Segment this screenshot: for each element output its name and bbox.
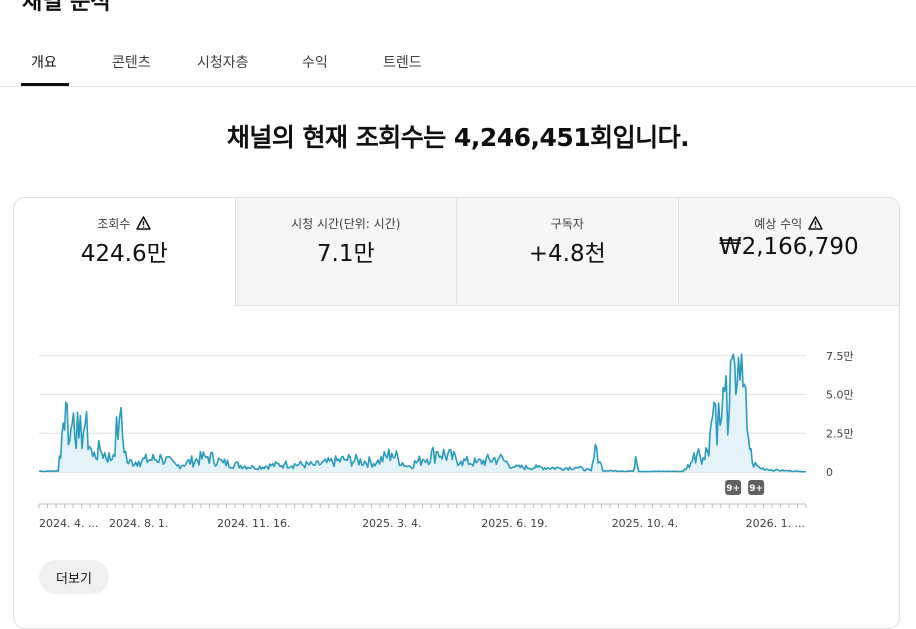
- x-tick-label: 2026. 1. ...: [746, 517, 805, 530]
- headline: 채널의 현재 조회수는 4,246,451회입니다.: [226, 123, 690, 152]
- metric-subscribers-label: 구독자: [550, 217, 584, 231]
- x-tick-label: 2024. 11. 16.: [217, 517, 290, 530]
- overview-card: 조회수 424.6만 시청 시간(단위: 시간) 7.1만 구독자 +4.8천 …: [13, 197, 900, 629]
- annotation-marker-label: 9+: [726, 484, 740, 494]
- views-series-line: [39, 353, 807, 473]
- annotation-marker-label: 9+: [749, 484, 763, 494]
- metric-revenue[interactable]: 예상 수익 ₩2,166,790: [677, 198, 899, 306]
- metric-views-value: 424.6만: [80, 241, 168, 267]
- tab-trends[interactable]: 트렌드: [383, 55, 422, 71]
- tab-overview[interactable]: 개요: [31, 55, 57, 71]
- y-tick-label: 5.0만: [826, 389, 854, 402]
- x-tick-label: 2024. 4. ...: [39, 517, 98, 530]
- metric-watch-time[interactable]: 시청 시간(단위: 시간) 7.1만: [234, 198, 456, 306]
- y-tick-label: 0: [826, 466, 833, 479]
- x-tick-label: 2025. 10. 4.: [612, 517, 678, 530]
- x-tick-label: 2025. 6. 19.: [481, 517, 547, 530]
- tab-revenue[interactable]: 수익: [302, 55, 328, 71]
- annotation-marker[interactable]: [725, 480, 742, 495]
- metric-revenue-label: 예상 수익: [754, 217, 803, 231]
- metric-subscribers-value: +4.8천: [528, 241, 606, 267]
- metric-watch-time-value: 7.1만: [316, 241, 375, 267]
- more-button[interactable]: 더보기: [39, 560, 109, 594]
- views-chart[interactable]: 0 2.5만 5.0만 7.5만 2024. 4. ... 2024. 8. 1. 2024…: [14, 348, 899, 538]
- y-tick-label: 2.5만: [826, 427, 854, 440]
- metric-views-label: 조회수: [97, 217, 131, 231]
- metric-watch-time-label: 시청 시간(단위: 시간): [291, 217, 401, 231]
- tab-content[interactable]: 콘텐츠: [112, 55, 151, 71]
- page-title: 채널 분석: [22, 0, 111, 15]
- tab-audience[interactable]: 시청자층: [197, 55, 249, 71]
- metric-subscribers[interactable]: 구독자 +4.8천: [456, 198, 678, 306]
- metric-tabs: 조회수 424.6만 시청 시간(단위: 시간) 7.1만 구독자 +4.8천 …: [14, 198, 899, 306]
- annotation-marker[interactable]: [748, 480, 765, 495]
- y-tick-label: 7.5만: [826, 350, 854, 363]
- analytics-tabs: 개요 콘텐츠 시청자층 수익 트렌드: [0, 40, 916, 87]
- metric-views[interactable]: 조회수 424.6만: [14, 198, 235, 306]
- metric-revenue-value: ₩2,166,790: [718, 234, 859, 260]
- warning-icon[interactable]: [808, 216, 823, 230]
- active-tab-indicator: [21, 83, 69, 86]
- x-tick-label: 2024. 8. 1.: [109, 517, 168, 530]
- x-tick-label: 2025. 3. 4.: [362, 517, 421, 530]
- views-area-fill: [39, 354, 806, 472]
- warning-icon[interactable]: [136, 216, 152, 230]
